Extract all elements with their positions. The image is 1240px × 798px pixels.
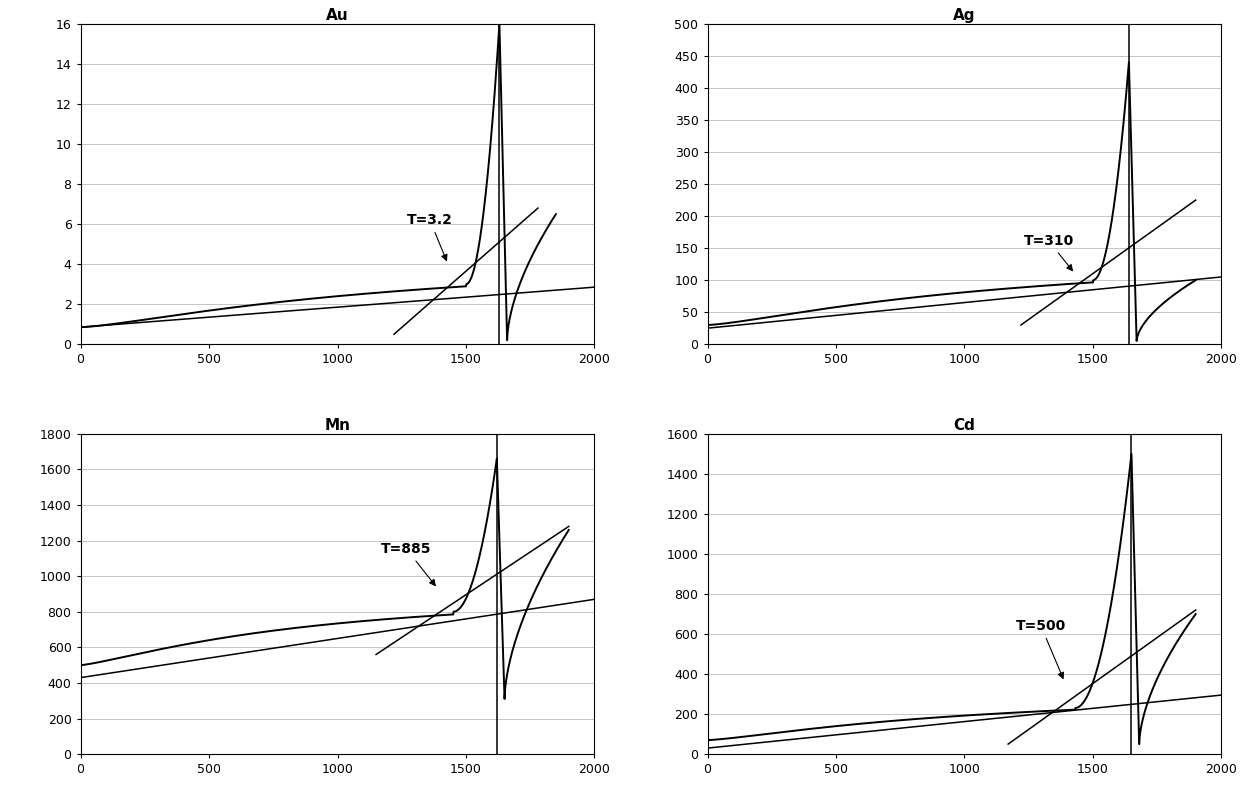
Title: Ag: Ag: [954, 8, 976, 23]
Text: T=885: T=885: [381, 542, 435, 586]
Title: Cd: Cd: [954, 417, 976, 433]
Text: T=3.2: T=3.2: [407, 213, 453, 260]
Title: Mn: Mn: [325, 417, 351, 433]
Text: T=500: T=500: [1016, 619, 1066, 678]
Title: Au: Au: [326, 8, 348, 23]
Text: T=310: T=310: [1023, 234, 1074, 271]
